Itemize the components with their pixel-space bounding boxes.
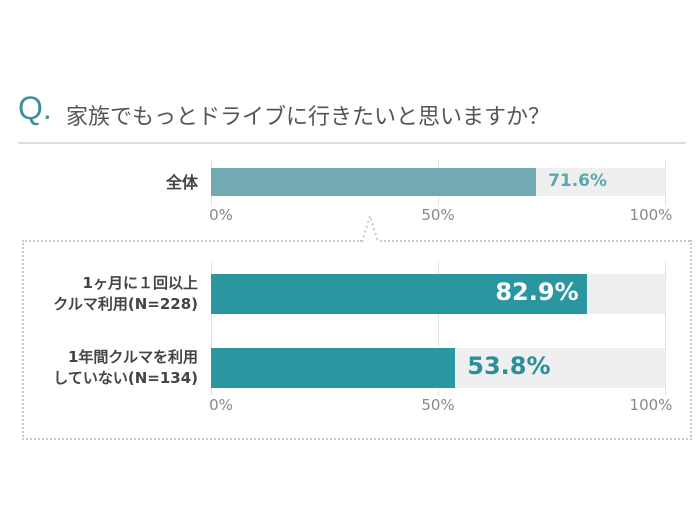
value-label: 82.9% <box>495 278 579 307</box>
bar-track <box>211 274 665 314</box>
category-label-line: 1ヶ月に１回以上 <box>82 274 198 292</box>
tick-label: 50% <box>421 396 455 414</box>
group-box-top-right <box>380 240 690 242</box>
callout-notch <box>361 212 379 243</box>
bar <box>211 274 588 314</box>
category-label-line: 1年間クルマを利用 <box>68 348 198 366</box>
category-label: 1ヶ月に１回以上クルマ利用(N=228) <box>53 273 198 315</box>
group-box <box>22 240 692 440</box>
tick-label: 0% <box>209 396 233 414</box>
value-label: 71.6% <box>548 170 608 191</box>
gridline <box>665 160 666 205</box>
category-label-line: 全体 <box>165 172 198 192</box>
divider <box>18 142 686 144</box>
group-box-top-left <box>22 240 362 242</box>
gridline <box>211 262 212 395</box>
tick-label: 50% <box>421 206 455 224</box>
category-label-line: していない(N=134) <box>53 369 198 387</box>
bar-track <box>211 348 665 388</box>
value-label: 53.8% <box>467 352 551 381</box>
bar-track <box>211 168 665 196</box>
tick-label: 100% <box>629 396 673 414</box>
gridline <box>438 262 439 395</box>
bar <box>211 348 456 388</box>
category-label: 1年間クルマを利用していない(N=134) <box>53 347 198 389</box>
question-mark: Q. <box>18 90 52 126</box>
gridline <box>665 262 666 395</box>
tick-label: 100% <box>629 206 673 224</box>
bar <box>211 168 537 196</box>
question-title: 家族でもっとドライブに行きたいと思いますか？ <box>66 105 551 130</box>
tick-label: 0% <box>209 206 233 224</box>
category-label-line: クルマ利用(N=228) <box>53 295 198 313</box>
category-label: 全体 <box>166 172 198 193</box>
